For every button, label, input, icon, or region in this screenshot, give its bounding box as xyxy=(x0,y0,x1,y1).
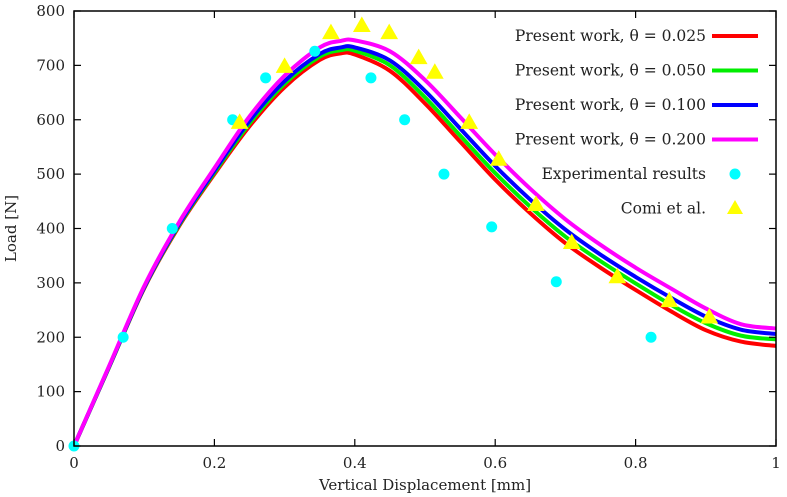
comi-point xyxy=(352,16,371,33)
comi-point xyxy=(380,23,399,40)
experimental-point xyxy=(438,168,450,180)
comi-point xyxy=(700,307,719,324)
comi-point xyxy=(489,150,508,166)
y-tick-label: 300 xyxy=(36,274,65,292)
comi-point xyxy=(660,291,679,308)
x-tick-label: 0.6 xyxy=(483,454,507,472)
y-tick-label: 800 xyxy=(36,2,65,20)
experimental-point xyxy=(166,223,178,234)
legend-label: Present work, θ = 0.200 xyxy=(515,131,706,149)
y-axis-label: Load [N] xyxy=(2,195,20,262)
y-tick-label: 200 xyxy=(36,328,65,346)
x-tick-label: 0 xyxy=(69,454,79,472)
comi-point xyxy=(409,48,428,65)
experimental-point xyxy=(550,276,562,288)
comi-point xyxy=(460,113,479,129)
experimental-point xyxy=(309,45,321,57)
legend-circle-marker xyxy=(729,168,741,180)
comi-point xyxy=(322,23,340,40)
x-axis-label: Vertical Displacement [mm] xyxy=(318,476,531,494)
y-tick-label: 0 xyxy=(55,437,65,455)
series-line-3 xyxy=(72,37,777,447)
comi-point xyxy=(275,57,294,73)
experimental-point xyxy=(399,114,411,126)
comi-point xyxy=(230,113,249,129)
axes-layer: 0 0.2 0.4 0.6 0.8 1 0 100 200 300 400 500 600 700 800 xyxy=(36,2,780,472)
experimental-point xyxy=(645,331,657,343)
experimental-point xyxy=(260,72,272,84)
experimental-point xyxy=(486,221,498,233)
comi-point xyxy=(527,195,545,211)
legend-triangle-marker xyxy=(727,200,743,214)
comi-point xyxy=(562,233,581,250)
legend-label: Present work, θ = 0.025 xyxy=(515,27,706,45)
x-tick-label: 1 xyxy=(771,454,781,472)
comi-point xyxy=(425,63,444,79)
x-tick-label: 0.4 xyxy=(343,454,367,472)
legend-label: Experimental results xyxy=(542,165,706,183)
x-tick-label: 0.2 xyxy=(202,454,226,472)
legend: Present work, θ = 0.025 Present work, θ =… xyxy=(515,27,758,218)
legend-label: Present work, θ = 0.100 xyxy=(515,96,706,114)
legend-label: Comi et al. xyxy=(621,200,706,218)
y-tick-label: 600 xyxy=(36,111,65,129)
experimental-point xyxy=(365,72,377,84)
y-tick-label: 700 xyxy=(36,56,65,74)
y-tick-label: 400 xyxy=(36,220,65,238)
x-tick-label: 0.8 xyxy=(624,454,648,472)
experimental-point xyxy=(117,331,129,343)
series-layer xyxy=(68,16,777,452)
comi-point xyxy=(608,267,627,284)
y-tick-label: 100 xyxy=(36,383,65,401)
y-tick-label: 500 xyxy=(36,165,65,183)
legend-label: Present work, θ = 0.050 xyxy=(515,62,706,80)
